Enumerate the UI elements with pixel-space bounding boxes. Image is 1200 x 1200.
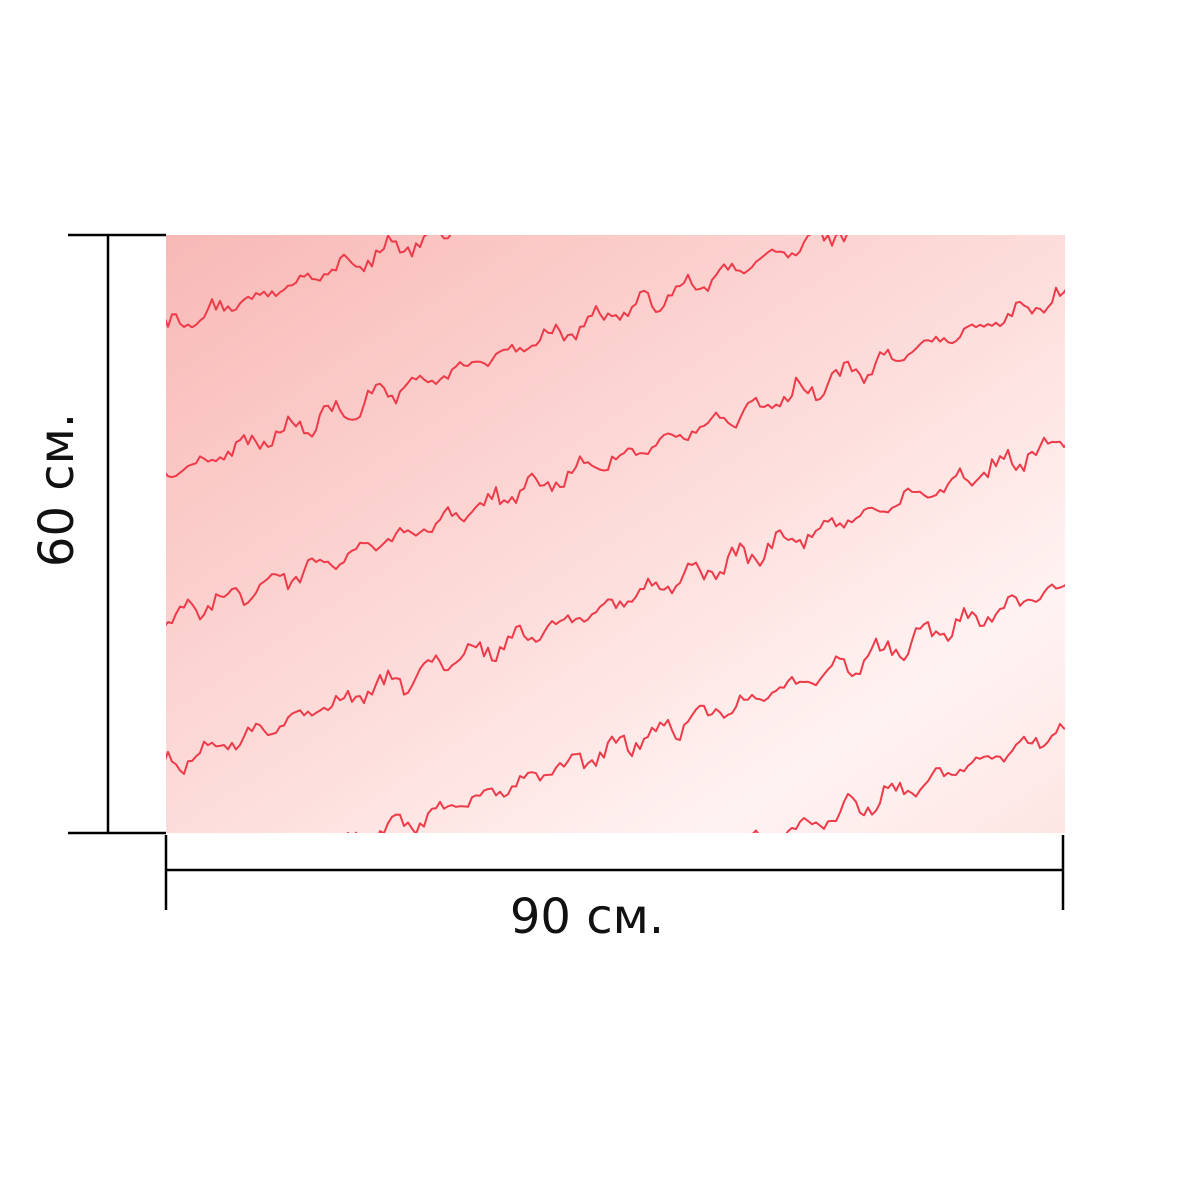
trace xyxy=(166,436,1065,775)
eeg-traces xyxy=(140,0,1088,833)
trace xyxy=(346,583,1065,833)
trace xyxy=(752,722,1065,833)
trace xyxy=(166,286,1065,626)
height-label: 60 см. xyxy=(29,413,85,567)
trace xyxy=(140,0,1088,51)
trace xyxy=(140,0,1088,200)
trace xyxy=(166,235,452,329)
trace xyxy=(166,235,848,479)
photo-background xyxy=(166,235,1065,833)
width-label: 90 см. xyxy=(510,889,664,945)
